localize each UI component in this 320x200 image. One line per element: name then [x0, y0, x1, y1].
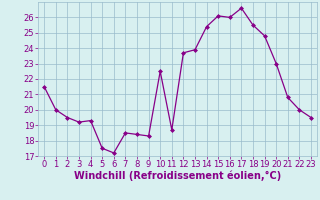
X-axis label: Windchill (Refroidissement éolien,°C): Windchill (Refroidissement éolien,°C) [74, 171, 281, 181]
